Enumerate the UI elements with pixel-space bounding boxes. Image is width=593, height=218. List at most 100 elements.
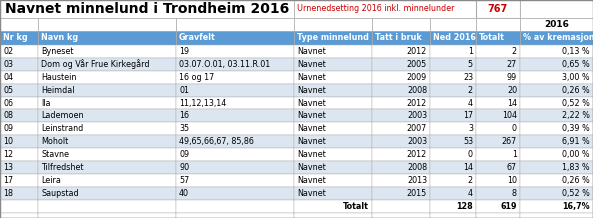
Bar [176,71,294,84]
Bar [176,135,294,148]
Bar [520,97,593,109]
Text: Navn kg: Navn kg [41,33,78,42]
Bar [294,58,372,71]
Bar [372,135,430,148]
Bar [294,109,372,123]
Text: Stavne: Stavne [41,150,69,159]
Text: 0,13 %: 0,13 % [562,47,590,56]
Bar [176,200,294,213]
Text: 1: 1 [512,150,517,159]
Bar [430,161,476,174]
Text: Moholt: Moholt [41,137,68,146]
Text: Navnet minnelund i Trondheim 2016: Navnet minnelund i Trondheim 2016 [5,2,289,16]
Bar [294,148,372,161]
Bar [476,45,520,58]
Bar [430,148,476,161]
Bar [294,187,372,200]
Bar [294,123,372,135]
Text: 1,83 %: 1,83 % [562,163,590,172]
Bar [476,71,520,84]
Text: 10: 10 [3,137,13,146]
Text: Navnet: Navnet [297,150,326,159]
Text: Navnet: Navnet [297,60,326,69]
Text: 14: 14 [507,99,517,107]
Text: % av kremasjon: % av kremasjon [523,33,593,42]
Text: 2015: 2015 [407,189,427,198]
Bar [294,45,372,58]
Text: 0,26 %: 0,26 % [562,176,590,185]
Text: 2: 2 [468,176,473,185]
Text: 23: 23 [463,73,473,82]
Bar [430,213,476,218]
Bar [176,187,294,200]
Text: 0: 0 [512,124,517,133]
Bar [476,109,520,123]
Bar [294,84,372,97]
Bar [176,109,294,123]
Text: 1: 1 [468,47,473,56]
Text: Type minnelund: Type minnelund [297,33,369,42]
Bar [38,187,176,200]
Text: 2012: 2012 [407,47,427,56]
Bar [430,135,476,148]
Bar [520,0,593,18]
Text: 0,00 %: 0,00 % [562,150,590,159]
Bar [0,97,38,109]
Bar [520,161,593,174]
Text: Navnet: Navnet [297,111,326,121]
Bar [38,174,176,187]
Text: 02: 02 [3,47,13,56]
Text: Haustein: Haustein [41,73,76,82]
Text: 2012: 2012 [407,150,427,159]
Text: 8: 8 [512,189,517,198]
Bar [294,71,372,84]
Text: 2007: 2007 [407,124,427,133]
Text: 99: 99 [507,73,517,82]
Bar [176,97,294,109]
Bar [0,213,38,218]
Text: 4: 4 [468,189,473,198]
Text: 2008: 2008 [407,86,427,95]
Bar [176,148,294,161]
Text: 67: 67 [507,163,517,172]
Text: Ned 2016: Ned 2016 [433,33,476,42]
Bar [0,174,38,187]
Bar [372,97,430,109]
Bar [520,45,593,58]
Text: Leinstrand: Leinstrand [41,124,83,133]
Text: 20: 20 [507,86,517,95]
Text: 0: 0 [468,150,473,159]
Text: 128: 128 [456,202,473,211]
Bar [476,84,520,97]
Bar [0,200,38,213]
Text: 767: 767 [488,4,508,14]
Text: Navnet: Navnet [297,163,326,172]
Bar [476,213,520,218]
Bar [372,174,430,187]
Bar [38,45,176,58]
Bar [294,200,372,213]
Text: 104: 104 [502,111,517,121]
Bar [372,213,430,218]
Bar [372,71,430,84]
Bar [372,18,430,31]
Bar [430,97,476,109]
Text: 0,65 %: 0,65 % [562,60,590,69]
Text: 16 og 17: 16 og 17 [179,73,214,82]
Text: 08: 08 [3,111,13,121]
Bar [38,84,176,97]
Bar [430,58,476,71]
Bar [430,200,476,213]
Bar [372,58,430,71]
Bar [476,58,520,71]
Text: Navnet: Navnet [297,47,326,56]
Text: Saupstad: Saupstad [41,189,79,198]
Text: 0,52 %: 0,52 % [562,99,590,107]
Text: 0,26 %: 0,26 % [562,86,590,95]
Bar [38,135,176,148]
Text: 27: 27 [507,60,517,69]
Text: 2016: 2016 [544,20,569,29]
Bar [520,174,593,187]
Bar [0,84,38,97]
Text: 04: 04 [3,73,13,82]
